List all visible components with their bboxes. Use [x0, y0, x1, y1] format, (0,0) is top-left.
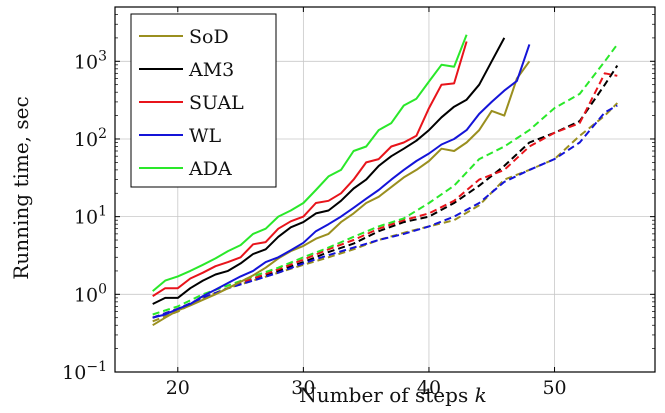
y-tick-label: 101: [74, 204, 107, 229]
y-axis-label: Running time, sec: [9, 96, 33, 279]
series-line-sual: [152, 41, 468, 297]
x-axis-label-var: k: [475, 383, 487, 407]
series-line-dashed-dashed: [152, 43, 619, 316]
x-tick-label: 30: [291, 377, 315, 399]
legend-label-ada: ADA: [188, 158, 232, 180]
x-tick-label: 20: [166, 377, 190, 399]
x-axis-label: Number of steps k: [299, 383, 486, 407]
x-tick-label: 50: [542, 377, 566, 399]
plot-frame: [114, 6, 656, 373]
x-axis-label-text: Number of steps: [299, 383, 468, 407]
series-layer: [152, 34, 619, 327]
series-line-ada: [152, 34, 468, 292]
series-line-dashed-dashed: [152, 72, 618, 319]
series-line-dashed-dashed: [152, 104, 618, 319]
x-ticks: 20 30 40 50: [166, 7, 567, 399]
legend-box: [130, 13, 277, 188]
legend: SoD AM3 SUAL WL ADA: [130, 13, 277, 188]
y-ticks: 10−1 100 101 102 103: [62, 6, 655, 384]
y-tick-label: 103: [74, 48, 107, 73]
y-tick-label: 10−1: [62, 359, 107, 384]
series-line-am3: [152, 37, 506, 305]
series-line-wl: [152, 44, 531, 319]
legend-label-sod: SoD: [189, 26, 229, 48]
y-tick-label: 102: [74, 126, 107, 151]
y-tick-label: 100: [74, 281, 107, 306]
x-tick-label: 40: [417, 377, 441, 399]
legend-label-sual: SUAL: [189, 92, 244, 114]
legend-label-wl: WL: [189, 125, 222, 147]
legend-label-am3: AM3: [188, 59, 234, 81]
series-line-sod: [152, 60, 531, 327]
